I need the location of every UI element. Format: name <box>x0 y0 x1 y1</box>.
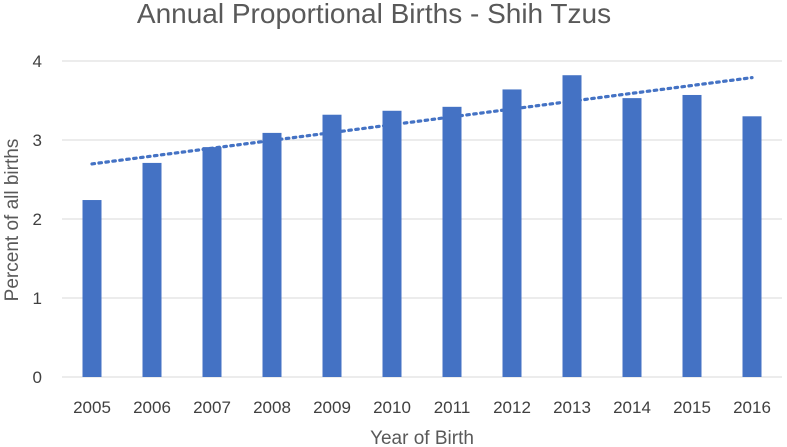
x-tick-label: 2009 <box>313 398 351 417</box>
bar-2005 <box>82 200 102 377</box>
x-tick-label: 2015 <box>673 398 711 417</box>
x-tick-label: 2010 <box>373 398 411 417</box>
y-tick-label: 2 <box>33 210 42 229</box>
x-tick-label: 2014 <box>613 398 651 417</box>
y-tick-label: 3 <box>33 131 42 150</box>
gridlines <box>62 60 782 378</box>
x-tick-label: 2007 <box>193 398 231 417</box>
x-axis-title: Year of Birth <box>370 428 474 447</box>
bars <box>82 75 762 378</box>
bar-2013 <box>562 75 582 377</box>
y-tick-label: 1 <box>33 289 42 308</box>
x-tick-label: 2016 <box>733 398 771 417</box>
y-axis-title: Percent of all births <box>2 139 23 302</box>
x-axis-ticks: 2005 2006 2007 2008 2009 2010 2011 2012 2013 2014… <box>73 398 771 417</box>
x-tick-label: 2012 <box>493 398 531 417</box>
x-tick-label: 2011 <box>434 398 471 417</box>
trendline-group <box>90 76 754 166</box>
bar-2015 <box>682 94 702 377</box>
x-tick-label: 2006 <box>133 398 171 417</box>
bar-2006 <box>142 162 162 377</box>
chart-title: Annual Proportional Births - Shih Tzus <box>137 0 611 29</box>
y-tick-label: 4 <box>33 52 42 71</box>
bar-2011 <box>442 106 462 377</box>
bar-2010 <box>382 110 402 378</box>
bar-2007 <box>202 147 222 377</box>
x-tick-label: 2008 <box>253 398 291 417</box>
y-axis-ticks: 0 1 2 3 4 <box>33 52 42 387</box>
bar-2008 <box>262 132 282 377</box>
bar-2014 <box>622 98 642 377</box>
x-tick-label: 2013 <box>553 398 591 417</box>
x-tick-label: 2005 <box>73 398 111 417</box>
bar-2012 <box>502 89 522 377</box>
bar-2016 <box>742 116 762 378</box>
bar-2009 <box>322 114 342 377</box>
y-tick-label: 0 <box>33 368 42 387</box>
linear-trendline <box>90 76 754 166</box>
